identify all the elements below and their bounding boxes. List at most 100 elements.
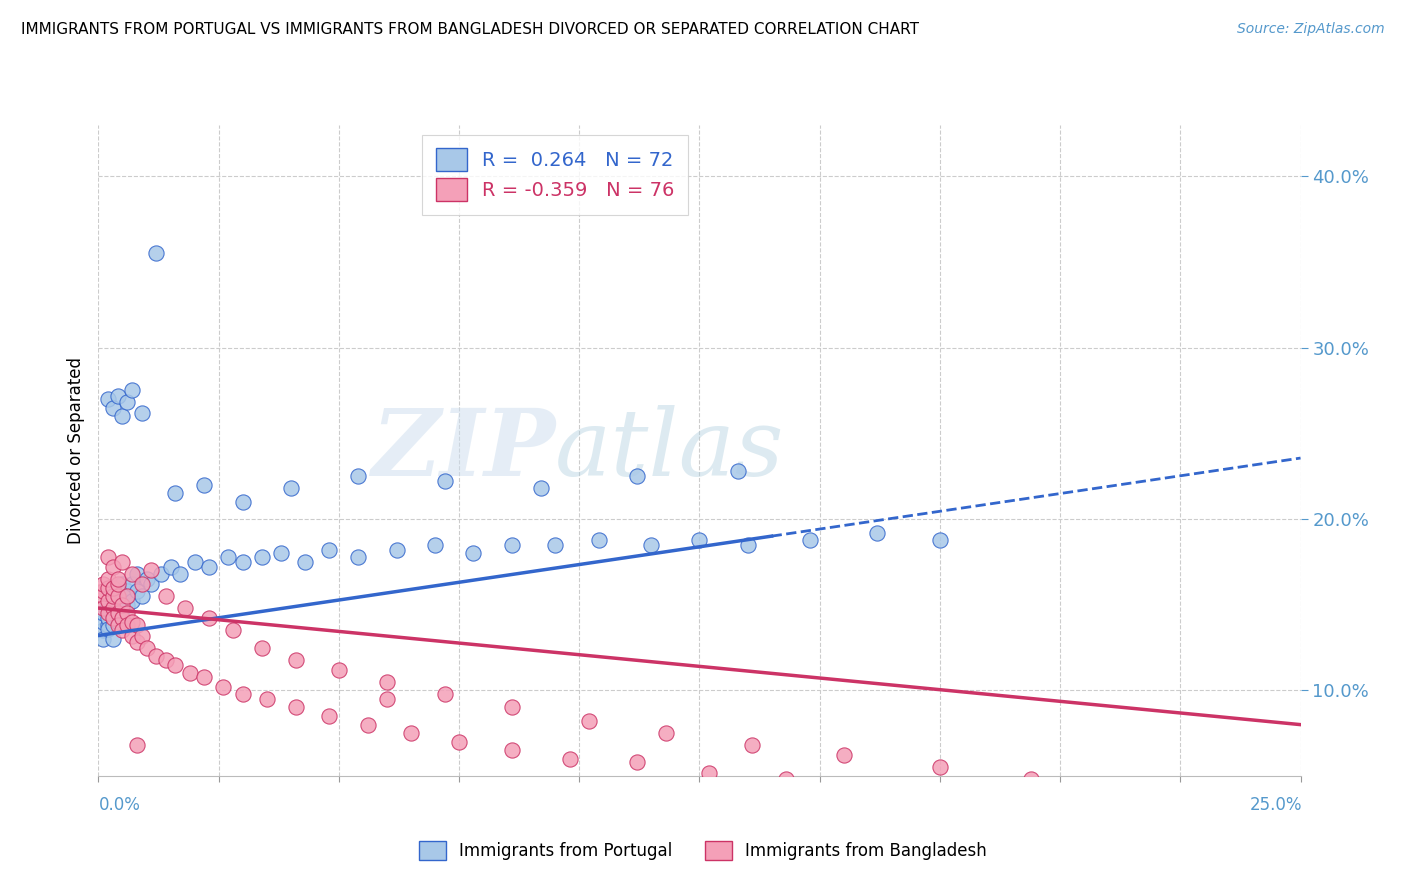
Point	[284, 652, 307, 666]
Point	[111, 592, 134, 607]
Point	[101, 589, 124, 603]
Point	[318, 542, 340, 557]
Point	[544, 538, 567, 552]
Point	[928, 533, 950, 547]
Point	[135, 572, 157, 586]
Point	[121, 628, 143, 642]
Point	[433, 687, 456, 701]
Point	[741, 738, 763, 752]
Point	[179, 666, 201, 681]
Point	[101, 581, 124, 595]
Point	[697, 765, 720, 780]
Point	[97, 618, 120, 632]
Point	[155, 589, 177, 603]
Point	[107, 589, 129, 603]
Point	[183, 555, 205, 569]
Point	[501, 700, 523, 714]
Point	[688, 533, 710, 547]
Point	[856, 778, 879, 792]
Point	[212, 680, 235, 694]
Point	[97, 611, 120, 625]
Point	[101, 618, 124, 632]
Point	[101, 589, 124, 603]
Point	[111, 409, 134, 424]
Point	[463, 546, 485, 560]
Point	[125, 618, 148, 632]
Point	[107, 572, 129, 586]
Point	[558, 752, 581, 766]
Point	[159, 560, 181, 574]
Point	[91, 601, 114, 615]
Point	[111, 624, 134, 638]
Point	[174, 601, 197, 615]
Point	[198, 560, 221, 574]
Point	[91, 624, 114, 638]
Point	[149, 566, 172, 581]
Text: IMMIGRANTS FROM PORTUGAL VS IMMIGRANTS FROM BANGLADESH DIVORCED OR SEPARATED COR: IMMIGRANTS FROM PORTUGAL VS IMMIGRANTS F…	[21, 22, 920, 37]
Point	[217, 549, 239, 564]
Point	[111, 577, 134, 591]
Point	[101, 632, 124, 646]
Point	[101, 607, 124, 622]
Point	[117, 607, 139, 621]
Point	[117, 589, 139, 603]
Point	[447, 735, 470, 749]
Point	[125, 566, 148, 581]
Point	[198, 611, 221, 625]
Point	[101, 401, 124, 415]
Text: ZIP: ZIP	[371, 406, 555, 495]
Point	[111, 555, 134, 569]
Point	[270, 546, 292, 560]
Point	[117, 598, 139, 612]
Point	[640, 538, 662, 552]
Point	[91, 615, 114, 629]
Point	[121, 384, 143, 398]
Text: Source: ZipAtlas.com: Source: ZipAtlas.com	[1237, 22, 1385, 37]
Point	[385, 542, 408, 557]
Point	[107, 589, 129, 603]
Point	[111, 601, 134, 615]
Point	[193, 670, 215, 684]
Point	[125, 738, 148, 752]
Point	[111, 611, 134, 625]
Point	[107, 615, 129, 629]
Point	[1116, 795, 1139, 809]
Point	[256, 692, 278, 706]
Point	[232, 495, 254, 509]
Point	[97, 607, 120, 621]
Point	[232, 687, 254, 701]
Point	[357, 717, 380, 731]
Point	[928, 760, 950, 774]
Point	[107, 581, 129, 595]
Point	[97, 594, 120, 608]
Point	[97, 392, 120, 406]
Legend: Immigrants from Portugal, Immigrants from Bangladesh: Immigrants from Portugal, Immigrants fro…	[409, 831, 997, 871]
Point	[318, 709, 340, 723]
Point	[111, 598, 134, 612]
Point	[250, 549, 273, 564]
Point	[423, 538, 446, 552]
Point	[232, 555, 254, 569]
Point	[121, 615, 143, 629]
Point	[91, 577, 114, 591]
Point	[1029, 789, 1052, 804]
Point	[943, 782, 966, 797]
Point	[131, 406, 153, 420]
Point	[347, 549, 370, 564]
Point	[655, 726, 678, 740]
Point	[727, 464, 749, 478]
Point	[165, 486, 187, 500]
Point	[125, 584, 148, 599]
Text: 25.0%: 25.0%	[1250, 796, 1302, 814]
Point	[588, 533, 610, 547]
Point	[125, 635, 148, 649]
Point	[250, 640, 273, 655]
Point	[280, 481, 302, 495]
Point	[799, 533, 821, 547]
Point	[117, 395, 139, 409]
Point	[375, 692, 398, 706]
Point	[97, 572, 120, 586]
Point	[145, 649, 167, 664]
Point	[433, 475, 456, 489]
Point	[107, 389, 129, 403]
